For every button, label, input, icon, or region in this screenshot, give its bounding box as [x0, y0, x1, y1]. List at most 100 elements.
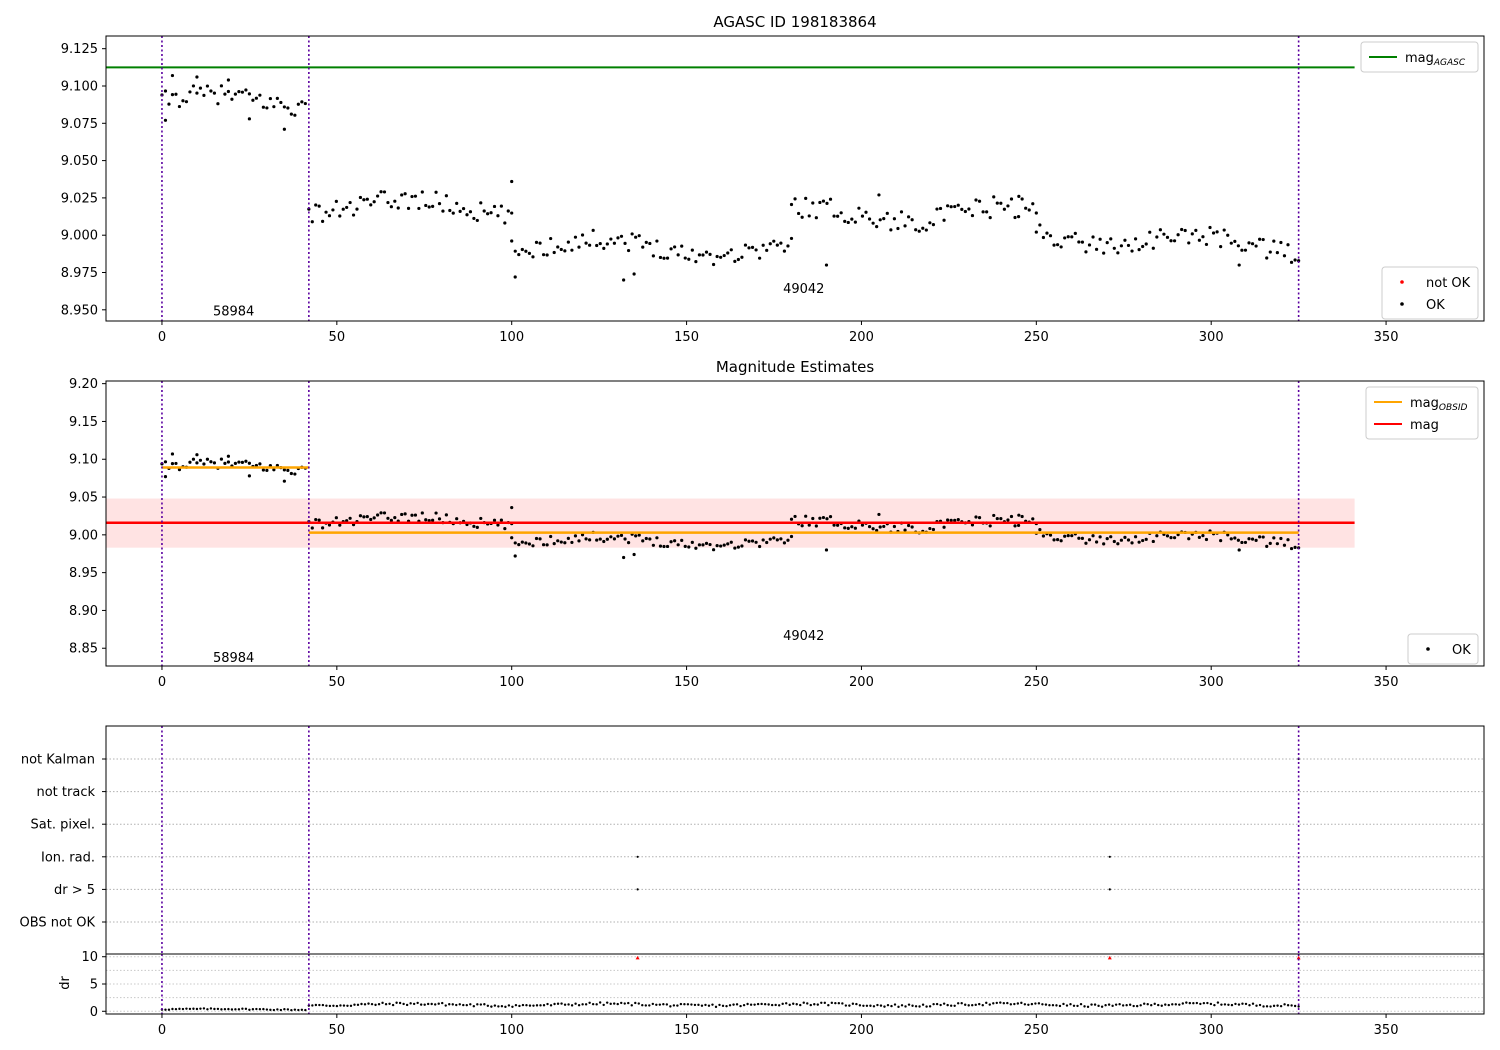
- dr-point: [907, 1003, 911, 1006]
- x-tick-label: 200: [849, 1023, 874, 1038]
- data-point-ok: [761, 538, 765, 542]
- data-point-ok: [386, 200, 390, 205]
- data-point-ok: [825, 201, 829, 205]
- data-point-ok: [538, 241, 542, 245]
- dr-point: [992, 1002, 995, 1005]
- data-point-ok: [818, 200, 822, 205]
- dr-point: [655, 1003, 658, 1007]
- dr-point: [609, 1002, 612, 1006]
- data-point-ok: [609, 535, 613, 539]
- data-point-ok: [754, 540, 758, 544]
- data-point-ok: [431, 518, 435, 522]
- data-point-ok: [1112, 246, 1116, 250]
- data-point-ok: [877, 193, 881, 197]
- dr-point: [546, 1002, 549, 1006]
- dr-point: [567, 1003, 570, 1006]
- data-point-ok: [1169, 536, 1173, 540]
- data-point-ok: [531, 544, 535, 548]
- dr-point: [886, 1003, 890, 1007]
- data-point-ok: [850, 217, 854, 221]
- dr-point: [405, 1003, 409, 1007]
- dr-point: [914, 1005, 918, 1008]
- data-point-ok: [1204, 537, 1209, 542]
- data-point-ok: [860, 523, 865, 527]
- data-point-ok: [1105, 537, 1109, 541]
- dr-point: [311, 1004, 314, 1007]
- data-point-ok: [1080, 240, 1085, 244]
- data-point-ok: [198, 458, 203, 462]
- data-point-ok: [906, 215, 911, 219]
- data-point-ok: [1219, 539, 1223, 543]
- dr-point: [939, 1003, 942, 1007]
- data-point-ok: [626, 248, 631, 253]
- data-point-ok: [928, 526, 932, 531]
- data-point-ok: [527, 542, 532, 546]
- data-point-ok: [566, 536, 570, 540]
- data-point-ok: [1243, 248, 1248, 252]
- dr-point: [981, 1003, 984, 1007]
- dr-point: [876, 1003, 879, 1007]
- data-point-ok: [1027, 208, 1031, 212]
- data-point-ok: [496, 214, 500, 218]
- dr-point: [511, 1005, 514, 1009]
- data-point-ok: [736, 257, 740, 262]
- data-point-ok: [708, 542, 712, 547]
- dr-point: [616, 1002, 619, 1006]
- data-point-ok: [704, 541, 709, 546]
- dr-point: [339, 1004, 342, 1007]
- panel-dr: 0 50 100 150 200 250 300 350 0 5 10 dr: [58, 950, 1485, 1038]
- data-point-ok: [697, 253, 702, 257]
- dr-point: [721, 1004, 725, 1008]
- dr-point: [904, 1005, 907, 1008]
- dr-point: [528, 1004, 532, 1007]
- data-point-ok: [437, 202, 442, 206]
- dr-point: [290, 1008, 293, 1012]
- data-point-ok: [541, 253, 546, 257]
- dr-point: [209, 1007, 213, 1010]
- dr-point: [893, 1003, 897, 1006]
- data-point-ok: [566, 240, 570, 244]
- data-point-ok: [729, 540, 733, 544]
- data-point-ok: [683, 256, 687, 260]
- dr-point: [1020, 1001, 1023, 1005]
- data-point-ok: [272, 105, 276, 109]
- plot-frame-3: [105, 725, 1485, 955]
- data-point-ok: [892, 217, 896, 221]
- dr-point: [686, 1003, 690, 1006]
- dr-point: [1192, 1002, 1195, 1005]
- data-point-ok: [489, 211, 493, 215]
- data-point-ok: [369, 517, 373, 522]
- data-point-ok: [626, 541, 631, 545]
- data-point-ok: [765, 248, 769, 252]
- dr-point: [455, 1003, 458, 1007]
- dr-point: [1223, 1003, 1227, 1006]
- data-point-ok: [914, 228, 918, 232]
- data-point-ok: [272, 468, 276, 472]
- data-point-ok: [1148, 230, 1152, 234]
- data-point-ok: [1133, 535, 1138, 539]
- data-point-ok: [1236, 538, 1240, 542]
- data-point-ok: [317, 204, 321, 208]
- data-point-ok: [1204, 242, 1209, 247]
- data-point-ok: [534, 536, 539, 541]
- dr-point: [971, 1004, 974, 1007]
- dr-point: [185, 1007, 188, 1010]
- data-point-ok: [807, 523, 811, 527]
- dr-point: [402, 1002, 405, 1006]
- data-point-ok: [864, 210, 868, 214]
- data-point-ok: [1247, 241, 1251, 245]
- data-point-ok: [458, 209, 462, 213]
- data-point-ok: [1162, 232, 1166, 236]
- data-point-ok: [275, 96, 279, 100]
- dr-point: [921, 1003, 925, 1006]
- data-point-ok: [623, 241, 627, 245]
- dr-point: [1041, 1003, 1044, 1006]
- x-tick-label: 250: [1024, 675, 1049, 690]
- data-point-ok: [782, 249, 787, 253]
- data-point-ok: [233, 92, 238, 96]
- flag-row-label: Sat. pixel.: [31, 818, 95, 833]
- data-point-ok: [379, 511, 383, 515]
- data-point-ok: [1265, 544, 1269, 548]
- dr-point: [448, 1003, 451, 1006]
- data-point-ok: [1123, 535, 1127, 539]
